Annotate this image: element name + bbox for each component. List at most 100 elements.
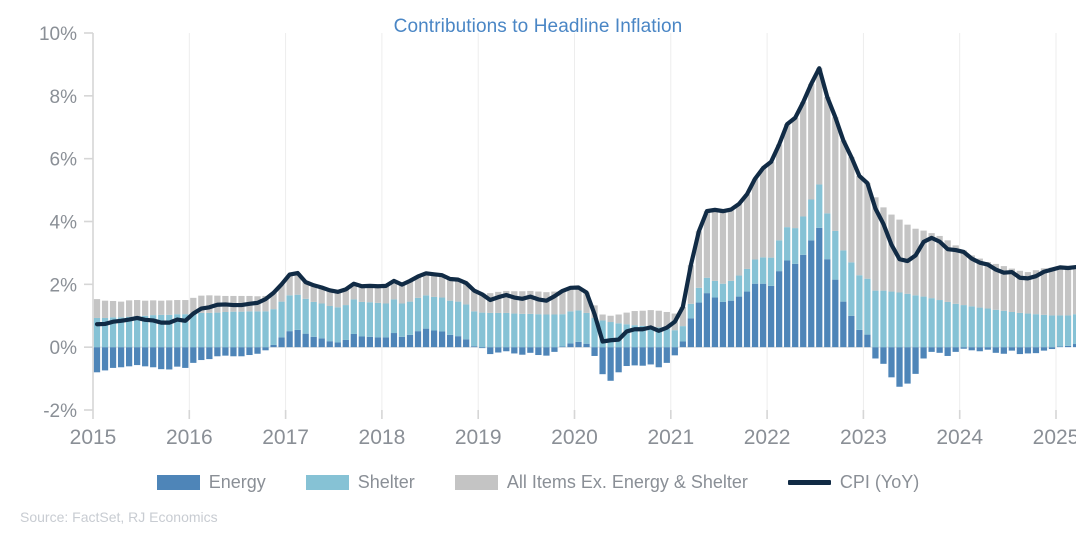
bar-segment [880,207,887,291]
bar-segment [952,347,959,352]
bar-segment [976,307,983,348]
legend-item[interactable]: CPI (YoY) [787,472,919,493]
bar-segment [808,240,815,348]
bar-segment [1016,347,1024,355]
bar-segment [495,291,502,313]
bar-segment [711,280,719,298]
bar-segment [326,290,333,307]
bar-segment [615,314,622,324]
bar-segment [495,312,502,348]
bar-segment [792,228,799,264]
bar-segment [928,347,935,352]
bar-segment [784,124,791,228]
bar-segment [342,289,349,306]
bar-segment [310,285,317,302]
legend-item[interactable]: Energy [156,472,266,493]
bar-segment [888,347,895,378]
bar-segment [816,184,823,228]
bar-segment [134,316,141,348]
x-tick-label: 2017 [262,426,309,449]
chart-legend: Energy Shelter All Items Ex. Energy & Shel… [0,472,1076,493]
bar-segment [326,306,333,342]
bar-segment [912,295,919,348]
bar-segment [800,102,807,217]
bar-segment [158,300,165,315]
bar-segment [334,291,341,308]
bar-segment [222,347,229,356]
bar-segment [952,245,959,304]
bar-segment [174,300,181,315]
bar-segment [727,300,735,348]
bar-segment [174,347,181,367]
bar-segment [864,278,871,335]
bar-segment [438,331,446,348]
bar-segment [222,311,229,348]
bar-segment [326,341,333,348]
x-tick-label: 2023 [840,426,887,449]
bar-segment [446,300,454,335]
bar-segment [1064,345,1072,348]
legend-item[interactable]: All Items Ex. Energy & Shelter [454,472,748,493]
bar-segment [928,233,935,299]
bar-segment [1000,347,1007,354]
bar-segment [286,274,293,296]
legend-item[interactable]: Shelter [305,472,415,493]
bar-segment [719,211,727,284]
bar-segment [366,302,373,337]
cpi-line [94,66,1076,344]
bar-segment [663,311,670,329]
legend-swatch-icon [156,475,200,490]
bar-segment [992,263,999,310]
bar-segment [1056,315,1064,347]
bar-segment [318,338,325,348]
bar-segment [503,312,510,348]
bar-segment [519,347,526,355]
bar-segment [976,258,983,308]
bar-segment [776,144,783,241]
bar-segment [976,347,983,352]
bar-segment [824,213,831,260]
bar-segment [639,325,646,348]
bar-segment [430,296,438,331]
bar-segment [864,183,871,279]
bar-segment [238,347,245,357]
bar-segment [599,320,606,348]
bar-segment [358,286,365,302]
legend-line-icon [787,480,831,485]
bar-segment [238,311,245,348]
bar-segment [1040,314,1048,348]
bar-segment [262,347,269,351]
bar-segment [1064,267,1072,316]
x-tick-label: 2021 [647,426,694,449]
bar-segment [575,341,582,348]
bar-segment [158,314,165,348]
bar-segment [800,216,807,255]
bar-segment [735,275,743,297]
x-tick-label: 2020 [551,426,598,449]
bar-segment [1056,267,1064,316]
bar-segment [134,300,141,317]
bar-segment [1000,266,1007,311]
bar-segment [647,310,654,327]
y-tick-label: -2% [43,401,77,422]
x-axis: 2015 2016 2017 2018 2019 2020 2021 2022 2023 2024… [70,33,1076,449]
bar-segment [471,311,478,347]
bar-segment [767,257,775,286]
bar-segment [1024,313,1032,348]
bar-segment [896,292,903,348]
bar-segment [767,285,775,348]
bar-segment [703,293,711,348]
bar-segment [992,309,999,348]
bar-segment [824,259,831,348]
bar-segment [422,295,430,329]
bar-segment [93,347,101,373]
bar-segment [615,347,622,373]
bar-segment [551,347,558,352]
bar-segment [358,336,365,348]
page-title: Contributions to Headline Inflation [393,16,683,37]
bar-segment [471,290,478,312]
bar-segment [984,308,991,348]
bar-segment [1048,267,1056,316]
bar-segment [1032,270,1040,315]
